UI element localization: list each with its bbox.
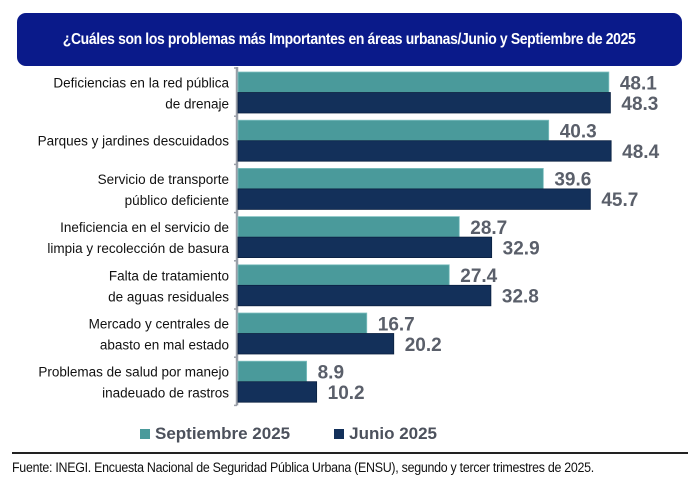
bar-septiembre <box>237 264 450 286</box>
source-text: Fuente: INEGI. Encuesta Nacional de Segu… <box>12 460 594 475</box>
value-label: 48.4 <box>622 142 659 163</box>
value-label: 40.3 <box>560 121 597 142</box>
value-label: 20.2 <box>405 335 442 356</box>
bar-junio <box>237 236 493 259</box>
value-label: 16.7 <box>378 314 415 335</box>
bar-junio <box>237 140 612 162</box>
bar-septiembre <box>237 119 550 142</box>
bar-junio <box>237 333 395 355</box>
bar-septiembre <box>237 360 308 383</box>
value-label: 27.4 <box>460 266 497 287</box>
bar-chart: Deficiencias en la red pública de drenaje… <box>38 67 660 407</box>
value-label: 8.9 <box>318 362 344 383</box>
value-label: 39.6 <box>554 170 591 191</box>
category-label: Parques y jardines descuidados <box>38 134 230 149</box>
legend-label-junio: Junio 2025 <box>349 424 438 443</box>
legend: Septiembre 2025 Junio 2025 <box>140 424 481 444</box>
category-label: Deficiencias en la red pública de drenaje <box>53 76 229 112</box>
value-label: 32.9 <box>503 238 540 259</box>
legend-swatch-junio <box>334 429 345 439</box>
chart-title: ¿Cuáles son los problemas más Importante… <box>17 13 682 66</box>
legend-swatch-septiembre <box>140 429 150 439</box>
value-label: 48.3 <box>621 94 658 115</box>
chart-title-text: ¿Cuáles son los problemas más Importante… <box>63 30 636 48</box>
bar-septiembre <box>237 216 460 238</box>
value-label: 28.7 <box>470 218 507 239</box>
category-label: Problemas de salud por manejo inadeuado d… <box>38 365 229 401</box>
bar-septiembre <box>237 167 544 190</box>
bar-junio <box>237 381 318 403</box>
divider <box>12 452 688 454</box>
bar-junio <box>237 92 611 114</box>
legend-item-septiembre: Septiembre 2025 <box>140 424 290 444</box>
category-label: Servicio de transporte público deficiente <box>98 172 229 208</box>
category-label: Falta de tratamiento de aguas residuales <box>108 268 229 304</box>
bar-junio <box>237 188 591 210</box>
value-label: 48.1 <box>620 73 657 94</box>
bar-septiembre <box>237 71 610 93</box>
source-note: Fuente: INEGI. Encuesta Nacional de Segu… <box>12 460 692 475</box>
category-label: Ineficiencia en el servicio de limpia y r… <box>47 220 229 256</box>
bar-junio <box>237 284 492 307</box>
legend-item-junio: Junio 2025 <box>334 424 437 444</box>
category-label: Mercado y centrales de abasto en mal esta… <box>89 317 229 353</box>
value-label: 10.2 <box>328 383 365 404</box>
value-label: 32.8 <box>502 287 539 308</box>
legend-label-septiembre: Septiembre 2025 <box>155 424 291 443</box>
value-label: 45.7 <box>601 190 638 211</box>
bar-septiembre <box>237 312 368 334</box>
